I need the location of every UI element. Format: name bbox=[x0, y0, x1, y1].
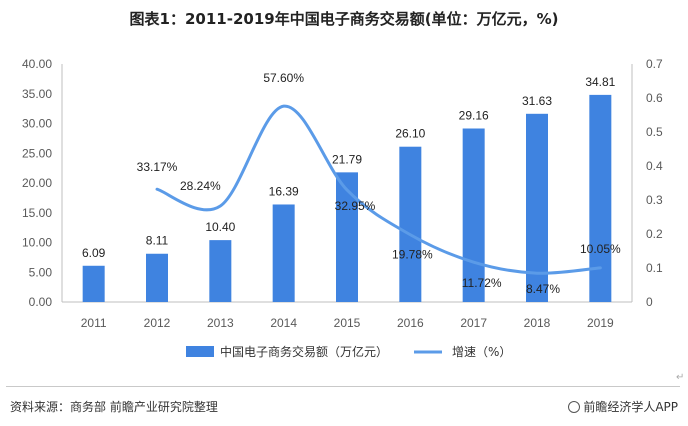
bar-2018 bbox=[526, 113, 548, 302]
x-tick-label: 2012 bbox=[144, 316, 171, 330]
legend-line-label: 增速（%） bbox=[452, 345, 511, 359]
bar-value-label: 31.63 bbox=[522, 94, 552, 108]
bar-2016 bbox=[399, 146, 422, 302]
growth-value-label: 10.05% bbox=[580, 242, 621, 256]
y-right-tick-label: 0.3 bbox=[646, 193, 663, 207]
x-tick-label: 2016 bbox=[397, 316, 424, 330]
bar-value-label: 6.09 bbox=[82, 246, 106, 260]
growth-point-2017 bbox=[473, 261, 475, 263]
legend-bar-swatch bbox=[186, 346, 214, 357]
x-tick-label: 2014 bbox=[270, 316, 297, 330]
y-right-tick-label: 0.5 bbox=[646, 125, 663, 139]
chart: 0.00 5.00 10.00 15.00 20.00 25.00 30.00 35.00 40… bbox=[22, 57, 663, 359]
footer: 资料来源：商务部 前瞻产业研究院整理 前瞻经济学人APP bbox=[0, 386, 688, 426]
bar-2015 bbox=[336, 172, 358, 302]
x-tick-label: 2018 bbox=[524, 316, 551, 330]
bar-value-label: 8.11 bbox=[146, 234, 169, 248]
y-left-tick-label: 35.00 bbox=[22, 87, 52, 101]
x-tick-label: 2013 bbox=[207, 316, 234, 330]
line-series bbox=[155, 104, 602, 275]
chart-title: 图表1：2011-2019年中国电子商务交易额(单位：万亿元，%) bbox=[129, 10, 559, 28]
bar-value-label: 16.39 bbox=[269, 184, 299, 198]
x-tick-label: 2011 bbox=[81, 316, 107, 330]
growth-value-label: 33.17% bbox=[137, 160, 178, 174]
y-right-tick-label: 0 bbox=[646, 295, 653, 309]
growth-point-2012 bbox=[156, 188, 158, 190]
y-left-tick-label: 10.00 bbox=[22, 236, 52, 250]
bar-value-label: 21.79 bbox=[332, 152, 362, 166]
data-labels: 6.09 8.11 10.40 16.39 21.79 26.10 29.16 31.63 34… bbox=[82, 71, 621, 296]
x-tick-label: 2017 bbox=[460, 316, 487, 330]
x-tick-label: 2019 bbox=[587, 316, 614, 330]
growth-point-2019 bbox=[599, 267, 601, 269]
bar-2012 bbox=[146, 253, 168, 302]
bar-2014 bbox=[272, 204, 295, 302]
y-right-tick-label: 0.1 bbox=[646, 261, 663, 275]
y-left-tick-label: 15.00 bbox=[22, 206, 52, 220]
y-left-tick-label: 40.00 bbox=[22, 57, 52, 71]
growth-point-2013 bbox=[219, 205, 221, 207]
y-left-tick-label: 0.00 bbox=[29, 295, 53, 309]
y-right-tick-label: 0.4 bbox=[646, 159, 663, 173]
growth-rate-line bbox=[155, 104, 602, 275]
bar-value-label: 10.40 bbox=[205, 220, 235, 234]
bar-value-label: 26.10 bbox=[395, 127, 425, 141]
bar-2013 bbox=[209, 240, 232, 302]
y-left-tick-label: 20.00 bbox=[22, 176, 52, 190]
brand-label: 前瞻经济学人APP bbox=[583, 400, 678, 414]
growth-value-label: 57.60% bbox=[263, 71, 304, 85]
footer-divider bbox=[6, 386, 680, 387]
legend: 中国电子商务交易额（万亿元） 增速（%） bbox=[186, 344, 511, 359]
growth-value-label: 19.78% bbox=[392, 248, 433, 262]
y-left-tick-label: 5.00 bbox=[29, 265, 53, 279]
growth-point-2016 bbox=[409, 234, 411, 236]
growth-point-2015 bbox=[346, 189, 348, 191]
growth-value-label: 32.95% bbox=[335, 199, 376, 213]
bar-series bbox=[82, 94, 612, 303]
bar-value-label: 34.81 bbox=[585, 75, 615, 89]
growth-value-label: 11.72% bbox=[462, 276, 502, 290]
brand: 前瞻经济学人APP bbox=[568, 398, 678, 415]
growth-point-2014 bbox=[283, 105, 285, 107]
y-right-tick-label: 0.6 bbox=[646, 91, 663, 105]
source-note: 资料来源：商务部 前瞻产业研究院整理 bbox=[10, 400, 218, 414]
bar-value-label: 29.16 bbox=[459, 108, 489, 122]
growth-point-2018 bbox=[536, 272, 538, 274]
chart-axes: 0.00 5.00 10.00 15.00 20.00 25.00 30.00 35.00 40… bbox=[22, 57, 663, 330]
y-left-tick-label: 25.00 bbox=[22, 146, 52, 160]
growth-value-label: 28.24% bbox=[180, 179, 221, 193]
y-right-tick-label: 0.2 bbox=[646, 227, 663, 241]
bar-2017 bbox=[462, 128, 485, 302]
bar-2019 bbox=[589, 94, 612, 303]
x-tick-label: 2015 bbox=[334, 316, 361, 330]
brand-logo-icon bbox=[568, 401, 581, 413]
y-left-tick-label: 30.00 bbox=[22, 117, 52, 131]
bar-2011 bbox=[82, 265, 105, 302]
paragraph-mark: ↵ bbox=[676, 372, 685, 383]
legend-bar-label: 中国电子商务交易额（万亿元） bbox=[220, 344, 388, 359]
growth-value-label: 8.47% bbox=[526, 282, 560, 296]
y-right-tick-label: 0.7 bbox=[646, 57, 663, 71]
